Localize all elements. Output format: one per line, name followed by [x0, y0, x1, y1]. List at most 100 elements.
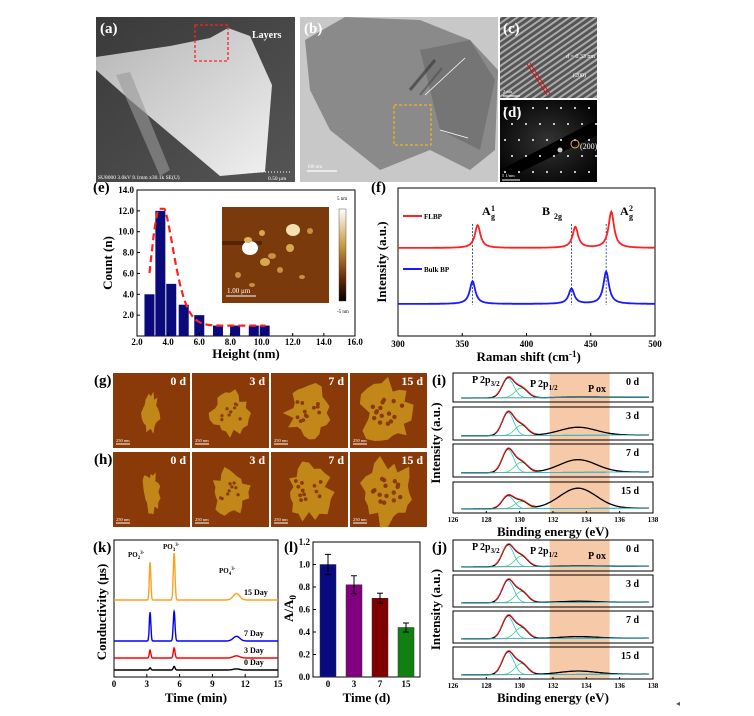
day-label: 0 d	[626, 377, 640, 388]
histogram-bar	[155, 210, 166, 336]
x-tick-label: 126	[448, 516, 459, 524]
x-tick-label: 0	[112, 679, 117, 689]
degradation-pit	[371, 415, 377, 421]
background	[461, 637, 649, 640]
flake-particle	[286, 244, 294, 252]
degradation-pit	[302, 492, 307, 497]
background	[461, 601, 649, 604]
degradation-pit	[225, 407, 229, 411]
degradation-pit	[299, 498, 303, 503]
day-label: 15 d	[621, 486, 640, 497]
diffraction-spot	[511, 123, 513, 125]
peak-label-p2p12: P 2p1/2	[530, 379, 558, 392]
diffraction-spot	[560, 107, 562, 109]
histogram-bar	[248, 325, 259, 336]
color-scale-bar	[338, 208, 347, 302]
subplot-frame	[452, 372, 654, 403]
background	[461, 673, 649, 676]
bar	[397, 627, 415, 678]
bp-flake	[212, 467, 251, 516]
diffraction-spot	[532, 107, 534, 109]
peak-label-pox: P ox	[588, 384, 606, 395]
x-axis-label: Raman shift (cm-1)	[477, 349, 581, 364]
y-tick-label: 8.0	[123, 248, 135, 258]
diffraction-spot	[588, 139, 590, 141]
diffraction-spot	[581, 123, 583, 125]
spectrum-bulk-bp	[398, 269, 655, 305]
bar	[371, 598, 389, 678]
chart-l-bar: 0 3 7 15 0.0 0.2 0.4 0.6 0.8 1.0 1.2 Time (d) A/A0 (l…	[281, 537, 421, 705]
x-tick-label: 130	[514, 682, 525, 690]
degradation-pit	[383, 483, 388, 488]
x-tick-label: 138	[648, 682, 659, 690]
x-tick-label: 9	[210, 679, 215, 689]
x-axis-label: Binding energy (eV)	[497, 690, 609, 705]
flake-particle	[277, 267, 283, 273]
degradation-pit	[317, 410, 322, 415]
diffraction-spot	[525, 155, 527, 157]
day-label: 3 d	[249, 453, 265, 467]
measured-data	[494, 614, 536, 638]
degradation-pit	[378, 405, 383, 411]
diffraction-spot	[546, 171, 548, 173]
ion-label: PO23-	[128, 551, 145, 561]
degradation-pit	[227, 489, 231, 493]
y-tick-label: 0.8	[299, 582, 311, 592]
afm-image-15d: 15 d 250 nm	[350, 373, 427, 448]
degradation-pit	[295, 415, 300, 420]
x-tick-label: 136	[614, 682, 625, 690]
degradation-pit	[395, 484, 400, 490]
y-axis-label: Intensity (a.u.)	[428, 402, 443, 483]
day-label: 15 d	[401, 374, 423, 388]
degradation-pit	[220, 497, 224, 501]
panel-d-diffraction-image: (d) (200) 5 1/nm	[500, 100, 598, 182]
x-tick-label: 4.0	[163, 337, 175, 347]
degradation-pit	[298, 493, 302, 498]
spectrum-flbp	[398, 209, 655, 249]
degradation-pit	[300, 488, 305, 493]
degradation-pit	[234, 486, 238, 490]
diffraction-spot	[504, 139, 506, 141]
x-tick-label: 15	[402, 679, 412, 689]
ion-label: PO43-	[219, 567, 236, 577]
degradation-pit	[304, 414, 309, 419]
bp-flake	[142, 472, 161, 515]
bp-flake	[208, 389, 251, 438]
x-tick-label: 130	[514, 516, 525, 524]
degradation-pit	[220, 414, 224, 418]
panel-label: (b)	[304, 21, 322, 37]
degradation-pit	[312, 483, 317, 488]
afm-image-15d: 15 d 250 nm	[350, 452, 427, 528]
selection-box	[194, 24, 229, 62]
spot-label: (200)	[580, 142, 598, 151]
measured-data	[494, 493, 536, 508]
y-tick-label: 2.0	[123, 310, 135, 320]
x-tick-label: 8.0	[225, 337, 237, 347]
afm-image-7d: 7 d 250 nm	[271, 373, 348, 448]
degradation-pit	[317, 494, 322, 499]
flake-particle	[249, 283, 255, 287]
panel-b-tem-image: (b) 100 nm	[300, 17, 498, 182]
degradation-pit	[392, 414, 397, 420]
bp-flake	[360, 456, 412, 528]
chart-e-height-histogram: 2.0 4.0 6.0 8.0 10.0 12.0 14.0 16.0 2.0 4.0 6.0 8.0…	[93, 180, 363, 361]
envelope	[461, 447, 649, 474]
x-tick-label: 128	[481, 682, 492, 690]
bp-flake	[141, 391, 161, 434]
scale-bar-label: 250 nm	[116, 438, 130, 443]
scale-bar-label: 2 nm	[503, 89, 513, 94]
degradation-pit	[229, 410, 233, 414]
x-tick-label: 134	[581, 682, 592, 690]
degradation-pit	[226, 492, 230, 496]
measured-data	[494, 410, 536, 435]
degradation-pit	[397, 494, 403, 500]
degradation-pit	[388, 419, 394, 424]
measured-data	[494, 650, 536, 674]
peak-label-sub: g	[629, 212, 633, 221]
flake-shape	[96, 28, 272, 176]
x-tick-label: 134	[581, 516, 592, 524]
x-tick-label: 10.0	[254, 337, 270, 347]
flake-particle	[259, 230, 265, 236]
diffraction-spot	[567, 123, 569, 125]
